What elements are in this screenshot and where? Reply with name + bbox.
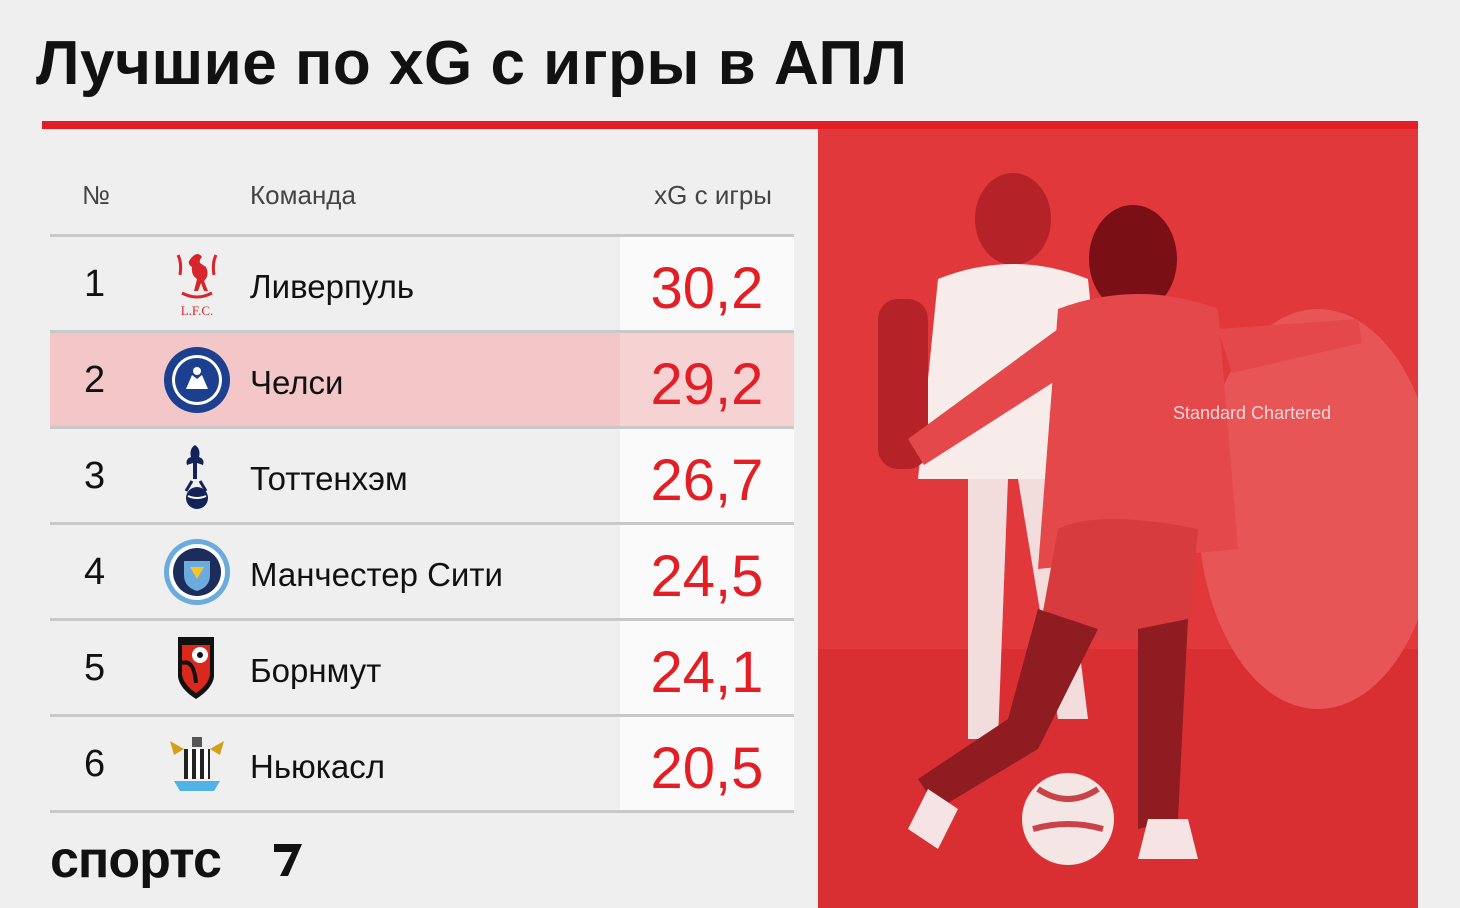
xg-cell: 29,2 <box>620 333 794 426</box>
photo-shirt-text: Standard Chartered <box>1173 403 1331 423</box>
row-team: Ливерпуль <box>250 268 415 305</box>
row-rank: 5 <box>84 647 106 689</box>
row-team: Манчестер Сити <box>250 556 503 593</box>
chelsea-crest-icon <box>164 347 230 413</box>
row-team: Тоттенхэм <box>250 460 408 497</box>
xg-cell: 20,5 <box>620 717 794 810</box>
row-rank: 2 <box>84 359 106 401</box>
row-xg: 24,1 <box>650 640 764 705</box>
row-rank: 4 <box>84 551 106 593</box>
liverpool-crest-text: L.F.C. <box>181 303 214 318</box>
row-rank: 1 <box>84 263 106 305</box>
brand-mark-icon <box>274 844 302 876</box>
table-row: 5 Борнмут 24,1 <box>50 618 794 714</box>
table-row: 2 Челси 29,2 <box>50 330 794 426</box>
table-row: 3 Тоттенхэм 26,7 <box>50 426 794 522</box>
row-xg: 30,2 <box>650 256 764 321</box>
row-xg: 24,5 <box>650 544 764 609</box>
xg-cell: 26,7 <box>620 429 794 522</box>
header-xg: xG с игры <box>654 180 772 210</box>
xg-cell: 30,2 <box>620 237 794 330</box>
newcastle-crest-icon <box>170 737 224 791</box>
row-xg: 26,7 <box>650 448 764 513</box>
row-rank: 6 <box>84 743 106 785</box>
ranking-table: 1 L.F.C. Ливерпуль 30,2 2 Челси 29,2 3 <box>50 234 794 813</box>
table-row: 4 Манчестер Сити 24,5 <box>50 522 794 618</box>
table-header: № Команда xG с игры <box>50 180 794 220</box>
table-row: 6 Ньюкасл 20,5 <box>50 714 794 813</box>
title-divider <box>42 121 1418 129</box>
man-city-crest-icon <box>164 539 230 605</box>
xg-cell: 24,5 <box>620 525 794 618</box>
table-row: 1 L.F.C. Ливерпуль 30,2 <box>50 234 794 330</box>
xg-cell: 24,1 <box>620 621 794 714</box>
bournemouth-crest-icon <box>178 637 214 699</box>
player-photo: Standard Chartered <box>818 129 1418 908</box>
header-num: № <box>82 180 110 210</box>
row-xg: 29,2 <box>650 352 764 417</box>
row-team: Борнмут <box>250 652 382 689</box>
row-xg: 20,5 <box>650 736 764 801</box>
liverpool-crest-icon: L.F.C. <box>176 254 218 318</box>
row-team: Ньюкасл <box>250 748 386 785</box>
brand-logo: спортс <box>50 831 222 889</box>
tottenham-crest-icon <box>184 445 208 509</box>
row-team: Челси <box>250 364 344 401</box>
page-title: Лучшие по xG с игры в АПЛ <box>36 29 908 98</box>
header-team: Команда <box>250 180 356 210</box>
row-rank: 3 <box>84 455 106 497</box>
